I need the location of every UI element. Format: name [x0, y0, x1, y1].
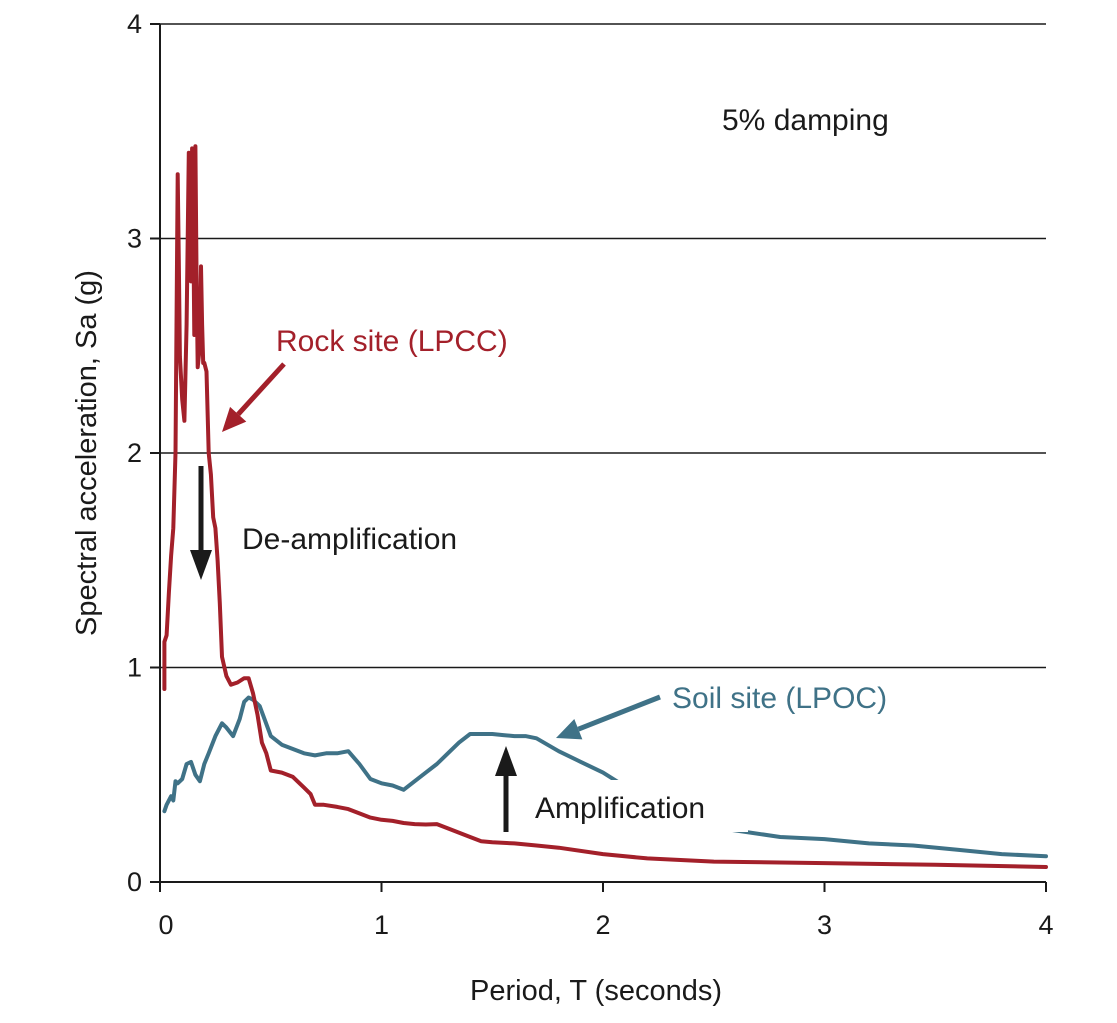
- amplification-label-background: [522, 780, 748, 832]
- rock-site-pointer-arrow: [222, 362, 286, 432]
- gridlines: [160, 23, 1046, 669]
- x-axis-title: Period, T (seconds): [470, 975, 722, 1007]
- damping-label: 5% damping: [722, 104, 889, 137]
- axis-ticks: 0 1 2 3 4 0 1 2 3 4: [127, 9, 1054, 940]
- y-tick-label-0: 0: [127, 867, 142, 897]
- series-lines: [162, 144, 1048, 869]
- y-axis-title: Spectral acceleration, Sa (g): [71, 270, 103, 636]
- x-tick-label-3: 3: [817, 910, 832, 940]
- y-tick-label-3: 3: [127, 224, 142, 254]
- amplification-label: Amplification: [535, 792, 705, 825]
- x-tick-label-4: 4: [1038, 910, 1053, 940]
- annotations: 5% damping De-amplification Amplificatio…: [242, 104, 889, 832]
- x-tick-label-0: 0: [158, 910, 173, 940]
- rock-site-label: Rock site (LPCC): [276, 325, 508, 358]
- deamplification-label: De-amplification: [242, 523, 457, 556]
- deamplification-arrow: [190, 466, 212, 580]
- soil-site-label: Soil site (LPOC): [672, 682, 887, 715]
- rock-site-series-line: [162, 144, 1048, 869]
- soil-site-series-line: [162, 695, 1048, 859]
- amplification-arrow: [495, 746, 517, 832]
- soil-site-pointer-arrow: [556, 694, 661, 740]
- y-tick-label-2: 2: [127, 438, 142, 468]
- y-tick-label-1: 1: [127, 653, 142, 683]
- annotation-arrows: [190, 362, 661, 832]
- x-tick-label-1: 1: [374, 910, 389, 940]
- x-tick-label-2: 2: [595, 910, 610, 940]
- y-tick-label-4: 4: [127, 9, 142, 39]
